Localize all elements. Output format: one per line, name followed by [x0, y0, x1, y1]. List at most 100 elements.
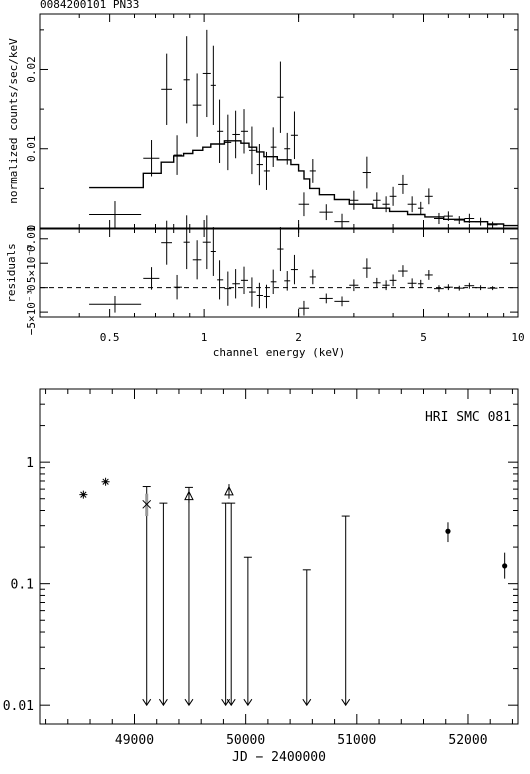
cross-marker [142, 499, 152, 509]
residual-y-tick-label: 0.01 [25, 226, 38, 253]
spectrum-data-point [277, 61, 284, 133]
spectrum-data-point [224, 114, 232, 171]
lightcurve-point [142, 493, 152, 517]
lightcurve-x-tick-label: 52000 [448, 733, 487, 748]
lightcurve-x-tick-label: 49000 [115, 733, 154, 748]
residual-x-tick-label: 10 [511, 331, 524, 344]
lightcurve-upper-limit [184, 486, 194, 707]
spectrum-data-point [232, 110, 240, 159]
upper-limit-arrow [243, 698, 253, 707]
residual-data-point [349, 279, 359, 292]
lightcurve-panel: 49000 50000 51000 52000 0.01 0.1 1 HRI SMC 081… [3, 388, 519, 765]
residual-data-point [263, 284, 270, 309]
residual-data-point [389, 274, 397, 287]
lightcurve-upper-limit [142, 486, 152, 707]
lightcurve-x-label: JD − 2400000 [232, 750, 326, 765]
spectrum-data-point [434, 212, 444, 225]
lightcurve-point [184, 489, 194, 504]
lightcurve-point [224, 484, 234, 499]
residual-data-point [407, 278, 417, 289]
residual-y-label: residuals [5, 243, 18, 303]
spectrum-data-point [362, 156, 371, 189]
spectrum-frame [39, 13, 519, 229]
spectrum-data-point [349, 190, 359, 210]
lightcurve-x-tick-label: 51000 [337, 733, 376, 748]
spectrum-data-point [309, 159, 316, 183]
residual-data-point [362, 258, 371, 278]
spectrum-data-point [382, 196, 390, 213]
spectrum-data-point [192, 73, 202, 137]
spectrum-y-label: normalized counts/sec/keV [7, 38, 20, 204]
spectrum-data-point [240, 109, 249, 154]
residual-data-point [202, 215, 211, 270]
residual-data-point [424, 270, 433, 280]
spectrum-data-point [263, 151, 270, 190]
residual-data-point [210, 227, 216, 276]
spectrum-data-point [464, 213, 475, 224]
residual-data-point [398, 265, 408, 277]
upper-limit-arrow [158, 698, 168, 707]
residual-x-label: channel energy (keV) [213, 346, 345, 359]
upper-limit-arrow [142, 698, 152, 707]
spectrum-panel: 0084200101 PN33 0 0.01 0.02 normalized cou… [7, 0, 519, 232]
residual-data-point [309, 269, 316, 285]
residual-y-tick-label: 0 [25, 284, 38, 291]
residual-data-point [464, 282, 475, 289]
residual-panel: 0.5 1 2 5 10−5×10⁻³05×10⁻³0.01 residuals cha… [5, 215, 525, 359]
residual-data-point [382, 280, 390, 291]
residual-frame [39, 228, 519, 318]
asterisk-marker [79, 490, 88, 499]
triangle-marker [224, 485, 234, 496]
upper-limit-arrow [184, 698, 194, 707]
residual-data-point [270, 269, 277, 295]
dot-marker [445, 528, 451, 534]
spectrum-title: 0084200101 PN33 [40, 0, 139, 11]
spectrum-data-point [202, 29, 211, 118]
spectrum-data-point [417, 201, 424, 215]
spectrum-data-point [290, 111, 298, 160]
spectrum-data-point [210, 45, 216, 125]
residual-data-point [284, 271, 291, 291]
residual-x-tick-label: 1 [201, 331, 208, 344]
spectrum-data-point [161, 53, 172, 125]
residual-x-tick-label: 2 [295, 331, 302, 344]
spectrum-data-point [334, 213, 350, 228]
lightcurve-upper-limit [243, 556, 253, 707]
spectrum-data-point [487, 221, 498, 228]
spectrum-data-point [319, 204, 333, 221]
spectrum-y-tick-label: 0.02 [25, 56, 38, 83]
residual-data-point [89, 295, 142, 313]
residual-y-tick-label: −5×10⁻³ [25, 289, 38, 335]
spectrum-data-point [143, 140, 160, 177]
lightcurve-point [79, 490, 88, 499]
lightcurve-upper-limit [302, 569, 312, 707]
lightcurve-y-tick-label: 1 [26, 456, 34, 471]
residual-data-point [143, 267, 160, 290]
spectrum-y-tick-label: 0 [25, 225, 38, 232]
residual-y-tick-label: 5×10⁻³ [25, 243, 38, 283]
spectrum-data-point [407, 196, 417, 213]
residual-data-point [161, 220, 172, 265]
lightcurve-point [445, 522, 451, 543]
residual-data-point [224, 271, 232, 306]
lightcurve-frame [39, 388, 519, 725]
residual-data-point [256, 282, 263, 309]
spectrum-data-point [270, 127, 277, 167]
spectrum-data-point [372, 192, 381, 209]
spectrum-data-point [217, 99, 224, 164]
lightcurve-upper-limit [341, 515, 351, 707]
spectrum-data-point [173, 135, 182, 175]
residual-x-tick-label: 0.5 [100, 331, 120, 344]
spectrum-data-point [284, 132, 291, 165]
spectrum-data-point [424, 188, 433, 205]
residual-data-point [173, 274, 182, 300]
spectrum-data-point [453, 216, 465, 225]
residual-data-point [277, 227, 284, 272]
spectrum-data-point [389, 186, 397, 206]
residual-x-tick-label: 5 [420, 331, 427, 344]
spectrum-data-point [398, 174, 408, 194]
spectrum-data-point [443, 211, 453, 221]
residual-data-point [232, 269, 240, 299]
lightcurve-annotation: HRI SMC 081 [425, 410, 511, 425]
residual-data-point [372, 277, 381, 288]
